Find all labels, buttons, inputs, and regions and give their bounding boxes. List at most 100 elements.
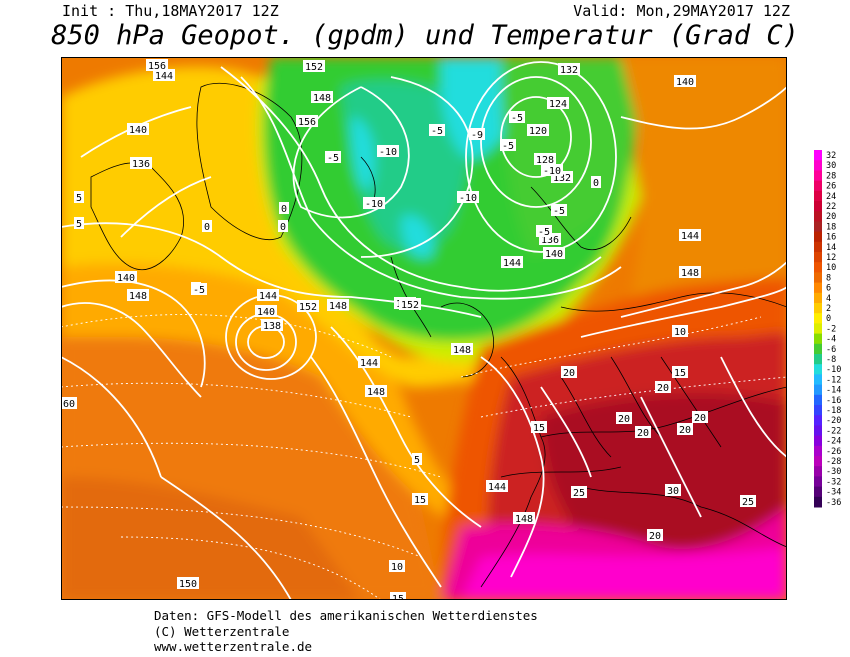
temperature-label: 30 (667, 486, 679, 497)
legend-level-label: -36 (826, 498, 841, 508)
geopotential-label: 144 (503, 258, 521, 269)
geopotential-label: 148 (515, 514, 533, 525)
temperature-label: -10 (365, 199, 383, 210)
temperature-label: 0 (593, 178, 599, 189)
geopotential-label: 144 (259, 291, 277, 302)
temperature-label: 20 (618, 414, 630, 425)
temperature-label: 5 (76, 193, 82, 204)
geopotential-label: 124 (549, 99, 567, 110)
legend-swatch (814, 496, 822, 508)
legend-swatch (814, 374, 822, 386)
geopotential-label: 128 (536, 155, 554, 166)
legend-level-label: -12 (826, 375, 841, 385)
temperature-label: 10 (674, 327, 686, 338)
temperature-label: -5 (502, 141, 514, 152)
temperature-label: -5 (553, 206, 565, 217)
temp-region-cold-cyan-2 (351, 117, 375, 190)
temperature-label: -9 (471, 130, 483, 141)
geopotential-label: 152 (401, 300, 419, 311)
init-time: Init : Thu,18MAY2017 12Z (62, 2, 279, 20)
legend-level-label: -26 (826, 447, 841, 457)
geopotential-label: 140 (117, 273, 135, 284)
geopotential-label: 140 (545, 249, 563, 260)
legend-level-label: -14 (826, 386, 841, 396)
geopotential-label: 148 (681, 268, 699, 279)
legend-level-label: -16 (826, 396, 841, 406)
legend-level-label: -2 (826, 324, 836, 334)
temperature-label: 0 (281, 204, 287, 215)
temperature-label: -5 (538, 227, 550, 238)
legend-swatch (814, 425, 822, 437)
temperature-label: -5 (327, 153, 339, 164)
legend-level-label: 6 (826, 284, 831, 294)
temperature-label: 20 (657, 383, 669, 394)
legend-swatch (814, 435, 822, 447)
temperature-label: -10 (379, 147, 397, 158)
temperature-label: 20 (563, 368, 575, 379)
legend-level-label: -24 (826, 437, 841, 447)
legend-swatch (814, 282, 822, 294)
geopotential-label: 156 (298, 117, 316, 128)
geopotential-label: 148 (453, 345, 471, 356)
legend-swatch (814, 476, 822, 488)
legend-swatch (814, 231, 822, 243)
legend-level-label: -32 (826, 477, 841, 487)
geopotential-label: 140 (129, 125, 147, 136)
legend-level-label: -22 (826, 426, 841, 436)
geopotential-label: 120 (529, 126, 547, 137)
legend-level-label: 30 (826, 161, 836, 171)
legend-swatch (814, 313, 822, 324)
legend-level-label: -8 (826, 355, 836, 365)
legend-level-label: -20 (826, 416, 841, 426)
legend-swatch (814, 221, 822, 233)
legend-level-label: 14 (826, 243, 836, 253)
legend-swatch (814, 466, 822, 477)
temperature-label: 25 (742, 497, 754, 508)
legend-swatch (814, 354, 822, 365)
temperature-label: 20 (679, 425, 691, 436)
legend-swatch (814, 190, 822, 202)
legend-swatch (814, 364, 822, 375)
geopotential-label: 144 (360, 358, 378, 369)
legend-level-label: 26 (826, 182, 836, 192)
geopotential-label: 152 (299, 302, 317, 313)
legend-level-label: 2 (826, 304, 831, 314)
map-title: 850 hPa Geopot. (gpdm) und Temperatur (G… (51, 20, 799, 51)
legend-level-label: 22 (826, 202, 836, 212)
valid-time: Valid: Mon,29MAY2017 12Z (573, 2, 790, 20)
temperature-label: -5 (511, 113, 523, 124)
legend-swatch (814, 272, 822, 284)
temperature-label: 25 (573, 488, 585, 499)
legend-swatch (814, 323, 822, 335)
legend-level-label: 24 (826, 192, 836, 202)
legend-level-label: -4 (826, 335, 836, 345)
legend-level-label: -30 (826, 467, 841, 477)
temperature-label: -5 (431, 126, 443, 137)
legend-swatch (814, 252, 822, 263)
legend-swatch (814, 160, 822, 171)
geopotential-label: 136 (132, 159, 150, 170)
geopotential-label: 144 (488, 482, 506, 493)
legend-swatch (814, 303, 822, 314)
temperature-label: 20 (694, 413, 706, 424)
temperature-label: -10 (459, 193, 477, 204)
legend-swatch (814, 201, 822, 212)
legend-level-label: 28 (826, 171, 836, 181)
temperature-label: -5 (193, 285, 205, 296)
color-legend: 32302826242220181614121086420-2-4-6-8-10… (814, 150, 841, 508)
temperature-label: 15 (674, 368, 686, 379)
temperature-label: -10 (543, 166, 561, 177)
footer-copyright: (C) Wetterzentrale (154, 623, 290, 639)
temp-region-dark-red (541, 393, 787, 552)
legend-level-label: -28 (826, 457, 841, 467)
legend-level-label: 16 (826, 233, 836, 243)
legend-swatch (814, 384, 822, 396)
temperature-label: 20 (649, 531, 661, 542)
geopotential-label: 144 (681, 231, 699, 242)
legend-level-label: -6 (826, 345, 836, 355)
temperature-contours (61, 314, 787, 600)
legend-level-label: -34 (826, 488, 841, 498)
footer-data-source: Daten: GFS-Modell des amerikanischen Wet… (154, 608, 538, 623)
legend-level-label: 18 (826, 222, 836, 232)
legend-swatch (814, 486, 822, 498)
